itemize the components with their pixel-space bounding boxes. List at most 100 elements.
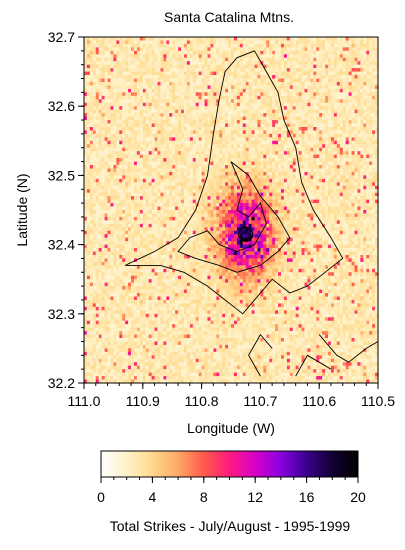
heatmap-cell [319, 182, 323, 187]
heatmap-cell [169, 144, 173, 149]
heatmap-cell [192, 85, 197, 90]
heatmap-cell [157, 185, 162, 190]
heatmap-cell [260, 47, 264, 52]
heatmap-cell [266, 158, 270, 163]
heatmap-cell [201, 43, 206, 48]
heatmap-cell [139, 144, 144, 149]
heatmap-cell [219, 182, 223, 187]
heatmap-cell [110, 151, 114, 156]
heatmap-cell [233, 196, 238, 201]
heatmap-cell [275, 189, 279, 194]
heatmap-cell [189, 116, 194, 121]
heatmap-cell [101, 182, 106, 187]
heatmap-cell [228, 113, 232, 118]
heatmap-cell [175, 106, 179, 111]
heatmap-cell [360, 102, 364, 107]
heatmap-cell [192, 106, 197, 111]
heatmap-cell [128, 206, 132, 211]
heatmap-cell [372, 154, 376, 159]
heatmap-cell [160, 165, 164, 170]
heatmap-cell [319, 206, 323, 211]
heatmap-cell [142, 106, 147, 111]
heatmap-cell [151, 92, 156, 97]
heatmap-cell [133, 154, 138, 159]
heatmap-cell [136, 88, 141, 93]
heatmap-cell [172, 43, 176, 48]
heatmap-cell [222, 154, 226, 159]
heatmap-cell [216, 126, 220, 132]
heatmap-cell [330, 165, 335, 170]
heatmap-cell [136, 171, 141, 176]
heatmap-cell [142, 99, 147, 104]
heatmap-cell [336, 140, 341, 145]
heatmap-cell [339, 81, 344, 87]
heatmap-cell [236, 147, 241, 152]
heatmap-cell [363, 99, 367, 104]
heatmap-cell [128, 151, 132, 156]
heatmap-cell [98, 144, 103, 149]
heatmap-cell [216, 57, 220, 62]
heatmap-cell [336, 196, 341, 201]
heatmap-cell [172, 106, 176, 111]
heatmap-cell [266, 50, 270, 55]
heatmap-cell [336, 75, 341, 80]
heatmap-cell [195, 192, 200, 197]
heatmap-cell [295, 85, 300, 90]
heatmap-cell [304, 92, 309, 97]
heatmap-cell [278, 64, 282, 69]
heatmap-cell [142, 95, 147, 100]
heatmap-cell [125, 106, 129, 111]
heatmap-cell [298, 147, 303, 152]
heatmap-cell [195, 199, 200, 204]
heatmap-cell [339, 144, 344, 149]
heatmap-cell [263, 126, 267, 132]
heatmap-cell [145, 165, 150, 170]
heatmap-cell [160, 37, 164, 42]
heatmap-cell [201, 189, 206, 194]
heatmap-cell [298, 99, 303, 104]
heatmap-cell [151, 106, 156, 111]
heatmap-cell [333, 85, 338, 90]
heatmap-cell [275, 147, 279, 152]
heatmap-cell [125, 50, 129, 55]
heatmap-cell [231, 102, 235, 107]
heatmap-cell [231, 123, 235, 128]
heatmap-cell [360, 196, 364, 201]
heatmap-cell [304, 75, 309, 80]
heatmap-cell [192, 75, 197, 80]
heatmap-cell [239, 92, 244, 97]
heatmap-cell [133, 64, 138, 69]
heatmap-cell [257, 158, 261, 163]
heatmap-cell [239, 199, 244, 204]
heatmap-cell [301, 61, 306, 66]
heatmap-cell [360, 88, 364, 93]
heatmap-cell [128, 37, 132, 42]
heatmap-cell [330, 199, 335, 204]
heatmap-cell [98, 196, 103, 201]
heatmap-cell [116, 64, 120, 69]
heatmap-cell [139, 43, 144, 48]
heatmap-cell [242, 189, 247, 194]
heatmap-cell [84, 126, 88, 132]
heatmap-cell [354, 75, 359, 80]
heatmap-cell [95, 199, 100, 204]
heatmap-cell [195, 78, 200, 83]
heatmap-cell [116, 88, 120, 93]
heatmap-cell [257, 165, 261, 170]
heatmap-cell [283, 64, 288, 69]
heatmap-cell [148, 88, 153, 93]
heatmap-cell [345, 133, 350, 138]
heatmap-cell [319, 50, 323, 55]
heatmap-cell [319, 116, 323, 121]
heatmap-cell [301, 137, 306, 142]
heatmap-cell [166, 130, 170, 135]
heatmap-cell [101, 109, 106, 114]
heatmap-cell [330, 130, 335, 135]
heatmap-cell [104, 57, 109, 62]
heatmap-cell [269, 151, 273, 156]
heatmap-cell [348, 185, 353, 190]
heatmap-cell [228, 165, 232, 170]
heatmap-cell [133, 95, 138, 100]
heatmap-cell [354, 88, 359, 93]
heatmap-cell [139, 95, 144, 100]
